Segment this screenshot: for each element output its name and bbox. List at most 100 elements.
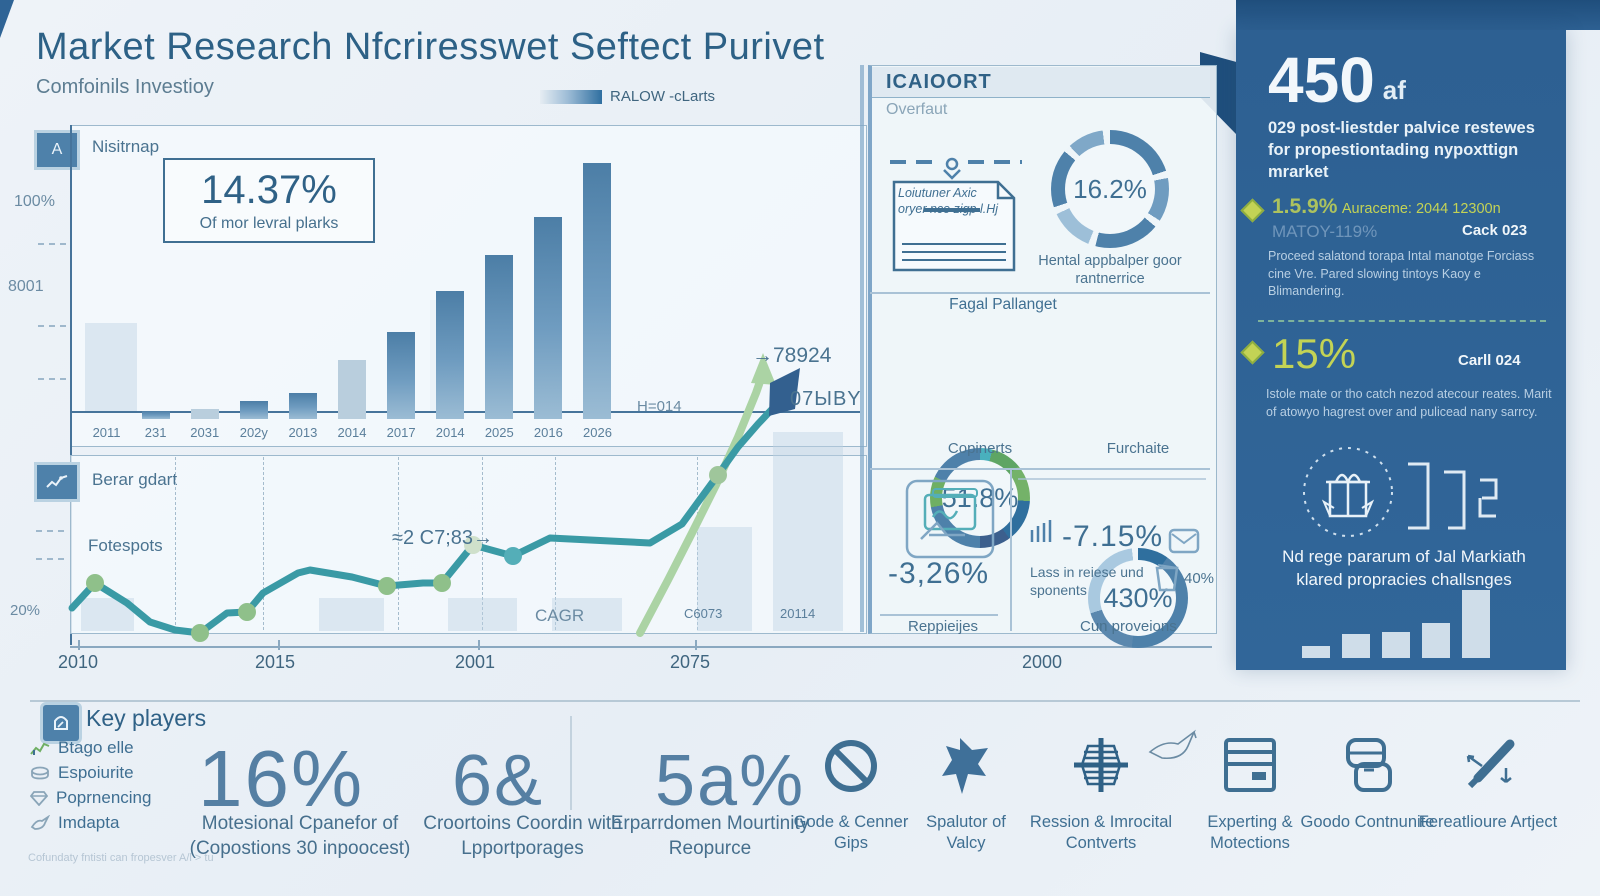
- blue-arrowhead: [769, 368, 800, 416]
- y-axis-line: [70, 125, 72, 645]
- data-point-dot: [378, 577, 396, 595]
- data-point-dot: [709, 466, 727, 484]
- x-axis-label: 2015: [255, 652, 296, 672]
- furchaite-caption: Furchaite: [1106, 440, 1170, 457]
- cun-label: Cun proveions: [1080, 618, 1177, 635]
- highlight-stat-box: 14.37% Of mor levral plarks: [163, 158, 375, 243]
- x-axis-label: 2000: [1022, 652, 1063, 672]
- item1-value-side: Auraceme: 2044 12300n: [1341, 201, 1501, 217]
- footer-stat-caption: Erparrdomen Mourtinity Reopurce: [610, 813, 810, 859]
- deco-bar: [552, 598, 622, 631]
- chart-legend: RALOW -cLarts: [540, 88, 715, 106]
- document-note: Loiutuner Axic oryer nce zigp l.Hj: [898, 186, 999, 216]
- icon-label: Ression & Imrocital Contverts: [1029, 813, 1173, 853]
- cagr-label: CAGR: [535, 606, 585, 625]
- icon-label: Spalutor of Valcy: [926, 813, 1006, 853]
- page-subtitle: Comfoinils Investioy: [36, 76, 214, 98]
- arrow-caption: 07ЫBY: [790, 388, 862, 410]
- cup-icon: [1155, 564, 1179, 592]
- furchaite-donut-value: 430%: [1103, 582, 1173, 613]
- data-point-dot: [433, 574, 451, 592]
- sidebar-mini-bar-chart: [1302, 588, 1498, 658]
- sidebar-big-unit: af: [1382, 75, 1406, 105]
- bar-chart-label: Nisitrnap: [92, 137, 160, 156]
- bird-sketch-icon: [1148, 729, 1197, 760]
- player-item: Poprnencing: [30, 788, 151, 808]
- mid-divider: [870, 292, 1210, 294]
- sidebar-dashed-divider: [1258, 320, 1546, 322]
- gift-circle-icon: [1303, 447, 1393, 537]
- panel-divider-strip: [860, 65, 864, 632]
- cross-icon: [1074, 738, 1128, 792]
- bar-column: 2014: [327, 125, 376, 440]
- cun-caption: Lass in reiese und sponents: [1030, 564, 1144, 599]
- player-item: Espoiurite: [30, 763, 134, 783]
- cun-value: -7.15%: [1062, 520, 1164, 553]
- bar: [583, 163, 612, 419]
- player-name: Btago elle: [58, 738, 134, 757]
- data-point-dot: [86, 574, 104, 592]
- item1-body: Proceed salatond torapa Intal manotge Fo…: [1268, 249, 1535, 298]
- footer-fineprint: Cofundaty fntisti can fropesver A/l > tu: [28, 852, 214, 864]
- server-icon: [1224, 738, 1276, 792]
- overview-subheader: Overfaut: [886, 101, 948, 118]
- overview-donut: 16.2%: [1051, 130, 1169, 248]
- reppieijes-value: -3,26%: [888, 557, 990, 590]
- x-axis-label: 2010: [58, 652, 99, 672]
- spark-icon: [942, 738, 988, 794]
- no-icon: [825, 740, 877, 792]
- data-point-dot: [238, 603, 256, 621]
- mid-vdivider: [1010, 470, 1012, 631]
- mini-bar: [1422, 623, 1450, 658]
- highlight-stat-value: 14.37%: [201, 168, 337, 212]
- data-point-dot: [504, 547, 522, 565]
- corner-band-topright: [1236, 0, 1600, 30]
- overview-header: ICAIOORT: [886, 71, 992, 93]
- bar-note: H=014: [637, 398, 682, 415]
- line-chart-chip-icon: [34, 462, 80, 502]
- arrow-value: →78924: [752, 344, 832, 367]
- x-tick: [695, 640, 697, 650]
- line-annotation: ≈2 C7;83→: [392, 527, 494, 549]
- player-name: Espoiurite: [58, 763, 134, 782]
- key-players-title: Key players: [86, 705, 207, 731]
- bar-category-label: 2014: [435, 425, 465, 440]
- bar-column: 2016: [524, 125, 573, 440]
- green-trend-line: [636, 369, 767, 637]
- bar-column: 2026: [573, 125, 622, 440]
- bar-category-label: 231: [144, 425, 167, 440]
- x-tick: [78, 640, 80, 650]
- bracket-glyphs-icon: [1408, 462, 1498, 530]
- bar-column: 2011: [82, 125, 131, 440]
- bar-column: 2017: [377, 125, 426, 440]
- cards-icon: [1346, 738, 1392, 792]
- section2-title: Fagal Pallanget: [949, 296, 1057, 313]
- mini-bars-icon: [1030, 520, 1052, 542]
- pen-icon: [1466, 739, 1515, 789]
- coins-icon: [31, 766, 49, 780]
- reppieijes-label: Reppieijes: [908, 618, 979, 635]
- sidebar: [1236, 30, 1566, 670]
- y-tick: [38, 325, 66, 327]
- overview-donut-value: 16.2%: [1073, 173, 1147, 204]
- legend-label: RALOW -cLarts: [610, 88, 716, 106]
- sidebar-caption: Nd rege pararum of Jal Markiath klared p…: [1282, 547, 1526, 589]
- bar-category-label: 2016: [533, 425, 563, 440]
- y-tick: [38, 378, 66, 380]
- highlight-stat-caption: Of mor levral plarks: [199, 215, 339, 232]
- deco-bar: [319, 598, 384, 631]
- gridline: [175, 457, 176, 630]
- overview-header-band: [872, 67, 1210, 98]
- icon-label: Fereatlioure Artject: [1418, 813, 1558, 831]
- player-item: Imdapta: [30, 813, 119, 833]
- chart-a-icon: A: [51, 141, 63, 158]
- item1-sub: MATOY-119%: [1272, 222, 1378, 241]
- gridline: [263, 457, 264, 630]
- furchaite-donut: 430%: [1088, 548, 1188, 648]
- x-axis-label: 2075: [670, 652, 711, 672]
- item2-body: Istole mate or tho catch nezod atecour r…: [1266, 387, 1552, 419]
- mid-divider: [870, 468, 1210, 470]
- report-window-icon: [905, 479, 995, 559]
- data-point-dot: [191, 624, 209, 642]
- line-chart-label: Berar gdart: [92, 470, 178, 489]
